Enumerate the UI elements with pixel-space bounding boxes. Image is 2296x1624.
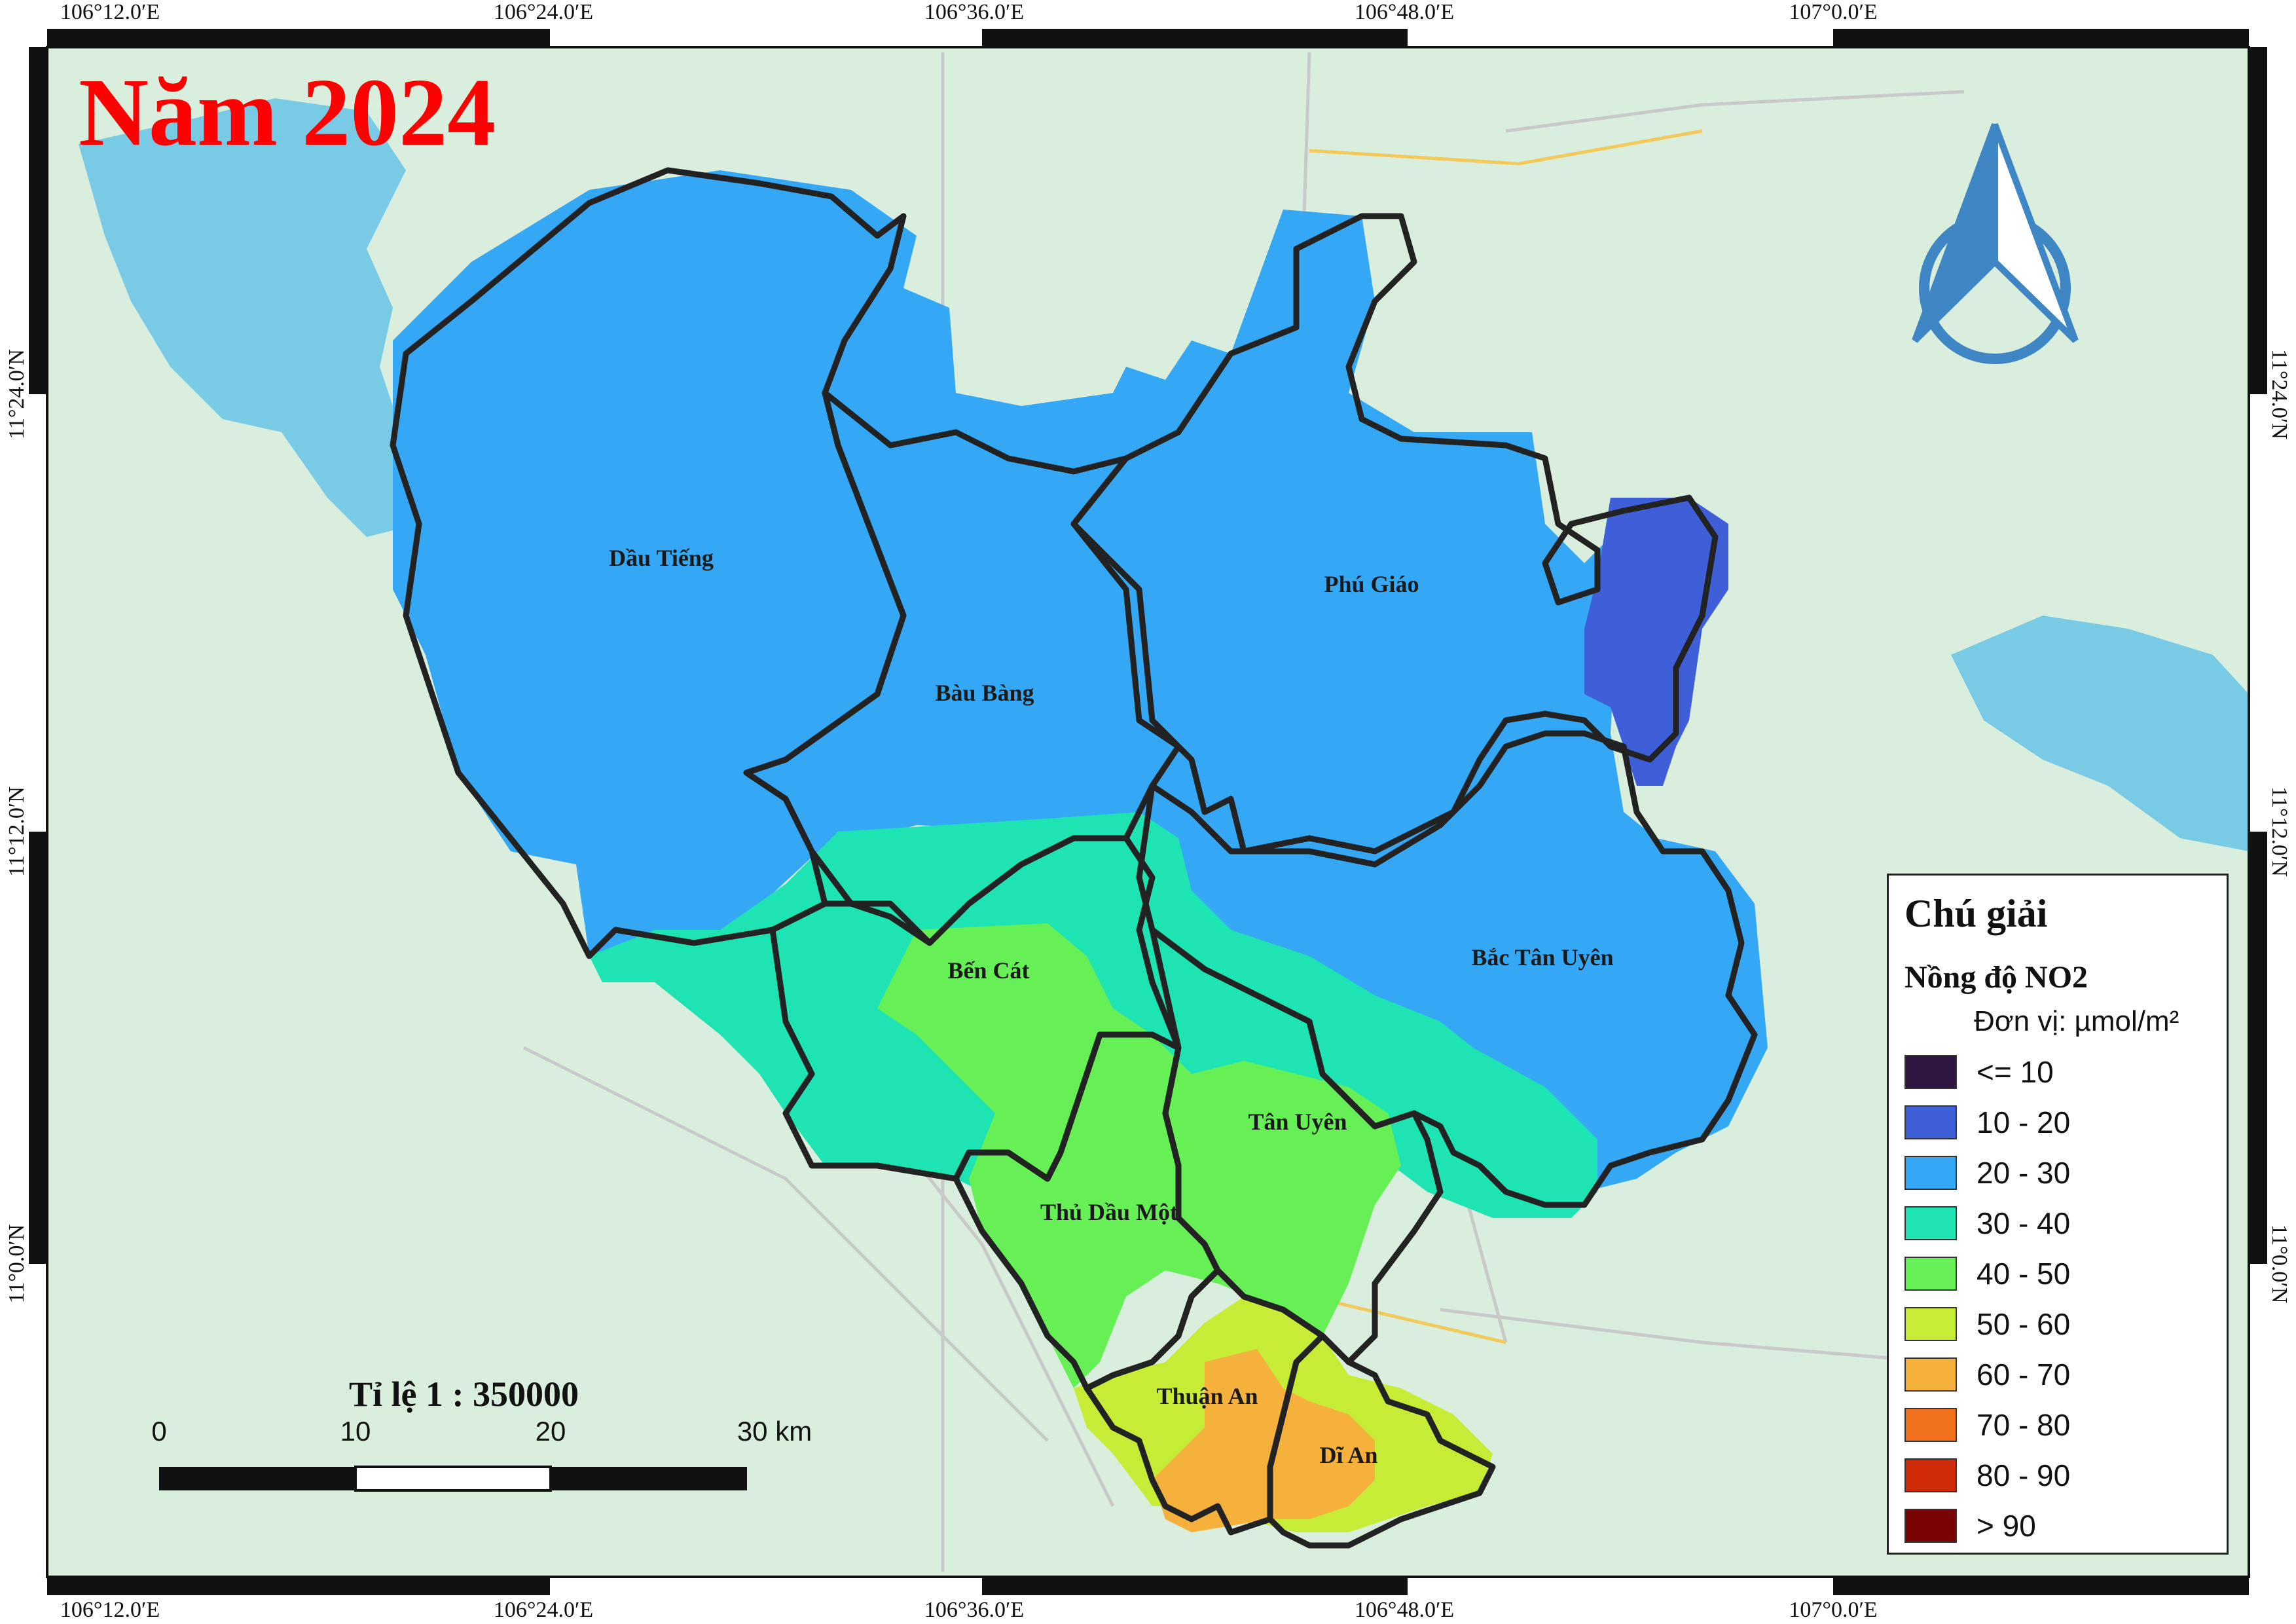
north-arrow-icon <box>1912 123 2079 364</box>
legend-item: 20 - 30 <box>1904 1154 2070 1191</box>
legend-unit: Đơn vị: µmol/m² <box>1974 1005 2179 1037</box>
lon-label-bottom: 106°36.0′E <box>924 1598 1025 1622</box>
legend-swatch <box>1904 1357 1957 1392</box>
lat-label-right: 11°24.0′N <box>2267 349 2291 439</box>
lake-dau-tieng <box>79 98 419 537</box>
lon-label-top: 106°12.0′E <box>60 0 160 24</box>
legend-swatch <box>1904 1408 1957 1442</box>
legend-label: 20 - 30 <box>1977 1156 2071 1190</box>
legend-label: 30 - 40 <box>1977 1206 2071 1240</box>
district-label-thuan-an: Thuận An <box>1156 1383 1258 1409</box>
boundary-di-an <box>1267 1333 1496 1549</box>
boundary-thu-dau-mot <box>953 1031 1221 1392</box>
legend-swatch <box>1904 1105 1957 1139</box>
scale-tick-label: 10 <box>340 1416 371 1447</box>
legend-swatch <box>1904 1257 1957 1291</box>
zone-10-20 <box>1584 498 1728 786</box>
scale-tick-label: 30 km <box>737 1416 812 1447</box>
scale-tick-label: 0 <box>151 1416 167 1447</box>
lat-label-right: 11°12.0′N <box>2267 786 2291 877</box>
legend-item: 50 - 60 <box>1904 1306 2070 1342</box>
lon-label-bottom: 107°0.0′E <box>1789 1598 1878 1622</box>
legend-swatch <box>1904 1509 1957 1543</box>
district-boundaries <box>390 167 1758 1549</box>
district-label-ben-cat: Bến Cát <box>947 957 1030 984</box>
legend: Chú giải Nồng độ NO2 Đơn vị: µmol/m² <= … <box>1887 874 2229 1555</box>
lon-label-top: 107°0.0′E <box>1789 0 1878 24</box>
legend-swatch <box>1904 1055 1957 1089</box>
legend-swatch <box>1904 1307 1957 1341</box>
lon-label-top: 106°36.0′E <box>924 0 1025 24</box>
zone-40-50 <box>877 923 1401 1388</box>
zone-20-30 <box>393 170 1768 1192</box>
legend-item: 80 - 90 <box>1904 1457 2070 1494</box>
lon-label-top: 106°48.0′E <box>1354 0 1455 24</box>
scale-tick-label: 20 <box>535 1416 566 1447</box>
legend-item: > 90 <box>1904 1507 2036 1544</box>
legend-item: 10 - 20 <box>1904 1104 2070 1141</box>
legend-label: 60 - 70 <box>1977 1357 2071 1392</box>
legend-subtitle: Nồng độ NO2 <box>1904 960 2088 995</box>
frame-ticks <box>29 29 2267 1595</box>
legend-label: <= 10 <box>1977 1055 2054 1089</box>
district-label-di-an: Dĩ An <box>1319 1442 1378 1468</box>
legend-label: 70 - 80 <box>1977 1408 2071 1442</box>
legend-item: 60 - 70 <box>1904 1356 2070 1393</box>
legend-label: 80 - 90 <box>1977 1458 2071 1492</box>
district-label-phu-giao: Phú Giáo <box>1324 571 1419 597</box>
scale-bar <box>159 1466 747 1492</box>
lon-label-bottom: 106°48.0′E <box>1354 1598 1455 1622</box>
legend-label: 50 - 60 <box>1977 1307 2071 1341</box>
lat-label-left: 11°12.0′N <box>5 786 29 877</box>
district-label-bau-bang: Bàu Bàng <box>935 680 1034 706</box>
legend-label: > 90 <box>1977 1509 2036 1543</box>
lon-label-bottom: 106°12.0′E <box>60 1598 160 1622</box>
legend-swatch <box>1904 1206 1957 1240</box>
lat-label-left: 11°24.0′N <box>5 349 29 439</box>
legend-item: 40 - 50 <box>1904 1255 2070 1292</box>
legend-label: 40 - 50 <box>1977 1257 2071 1291</box>
district-label-tan-uyen: Tân Uyên <box>1248 1109 1347 1135</box>
legend-swatch <box>1904 1156 1957 1190</box>
zone-60-70 <box>1152 1349 1375 1532</box>
lon-label-top: 106°24.0′E <box>493 0 594 24</box>
lat-label-left: 11°0.0′N <box>5 1224 29 1304</box>
legend-title: Chú giải <box>1904 892 2048 935</box>
legend-item: 70 - 80 <box>1904 1407 2070 1443</box>
lake-tri-an <box>1951 616 2249 851</box>
district-label-thu-dau-mot: Thủ Dầu Một <box>1040 1199 1178 1225</box>
scale-label: Tỉ lệ 1 : 350000 <box>349 1375 579 1414</box>
map-title: Năm 2024 <box>79 59 496 166</box>
legend-item: 30 - 40 <box>1904 1205 2070 1242</box>
district-label-bac-tan-uyen: Bắc Tân Uyên <box>1471 944 1614 970</box>
legend-swatch <box>1904 1458 1957 1492</box>
legend-label: 10 - 20 <box>1977 1105 2071 1139</box>
lat-label-right: 11°0.0′N <box>2267 1224 2291 1304</box>
legend-item: <= 10 <box>1904 1054 2054 1090</box>
lon-label-bottom: 106°24.0′E <box>493 1598 594 1622</box>
district-label-dau-tieng: Dầu Tiếng <box>609 545 714 571</box>
